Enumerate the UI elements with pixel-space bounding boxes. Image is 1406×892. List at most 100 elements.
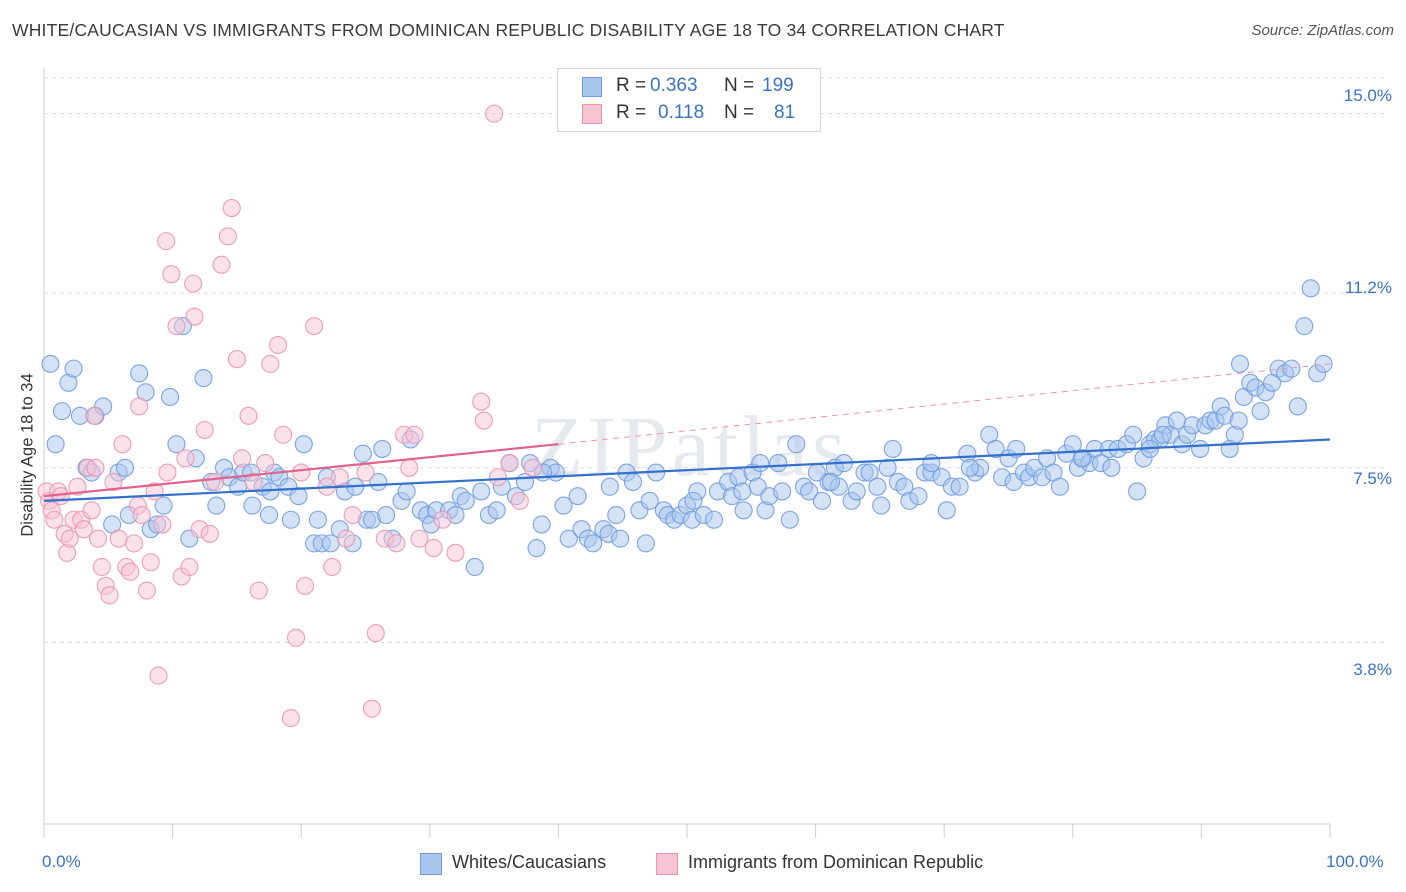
whites-point <box>281 510 300 529</box>
trend-lines <box>43 363 1331 502</box>
dominican-point <box>362 699 381 718</box>
dominican-point <box>274 425 293 444</box>
whites-point <box>733 482 752 501</box>
dominican-point <box>104 472 123 492</box>
dominican-point <box>124 534 144 553</box>
whites-point <box>950 477 969 496</box>
whites-point <box>860 463 879 482</box>
dominican-point <box>82 501 101 520</box>
whites-point <box>1153 425 1172 444</box>
legend-n-value: 199 <box>762 75 794 96</box>
whites-point <box>46 435 65 454</box>
whites-point <box>640 491 659 510</box>
whites-point <box>532 515 551 534</box>
whites-point <box>868 477 887 496</box>
dominican-point <box>387 534 406 553</box>
dominican-point <box>366 624 385 643</box>
whites-point <box>734 501 753 520</box>
whites-point <box>780 510 799 529</box>
whites-point <box>847 482 866 501</box>
dominican-point <box>410 529 429 548</box>
dominican-point <box>232 449 252 468</box>
dominican-point <box>488 468 508 487</box>
series-dominican-points <box>37 104 542 728</box>
whites-point <box>600 477 619 496</box>
legend-swatch-pink <box>582 104 602 124</box>
whites-point <box>289 487 308 506</box>
whites-point <box>1230 354 1250 373</box>
whites-point <box>64 359 83 378</box>
whites-point <box>167 435 186 454</box>
dominican-point <box>100 586 119 605</box>
whites-point <box>937 501 956 520</box>
whites-point <box>397 482 416 501</box>
whites-point <box>769 454 788 473</box>
dominican-point <box>287 628 306 647</box>
whites-point <box>259 505 279 525</box>
chart-title: WHITE/CAUCASIAN VS IMMIGRANTS FROM DOMIN… <box>12 20 1005 40</box>
whites-point <box>1288 397 1307 416</box>
axes <box>43 68 1331 838</box>
whites-point <box>878 458 897 477</box>
dominican-point <box>60 529 79 548</box>
dominican-point <box>446 543 465 562</box>
y-tick-label: 11.2% <box>1345 278 1392 297</box>
y-tick-label: 3.8% <box>1353 660 1392 679</box>
dominican-point <box>149 666 168 685</box>
chart-source: Source: ZipAtlas.com <box>1251 22 1394 39</box>
dominican-point <box>92 557 111 577</box>
whites-point <box>369 472 388 492</box>
whites-point <box>1167 411 1187 430</box>
whites-point <box>465 557 484 577</box>
whites-point <box>559 529 578 548</box>
legend-r-label: R = <box>616 102 647 123</box>
whites-point <box>52 402 72 421</box>
whites-point <box>115 458 135 477</box>
dominican-point <box>85 406 104 425</box>
dominican-point <box>500 454 519 473</box>
whites-point <box>883 439 902 458</box>
dominican-point <box>153 515 172 534</box>
legend-swatch-blue <box>582 77 602 97</box>
dominican-point <box>113 435 132 454</box>
dominican-point <box>405 425 424 444</box>
dominican-point <box>343 505 362 525</box>
dominican-point <box>485 104 504 123</box>
dominican-point <box>180 557 199 577</box>
whites-point <box>704 510 724 529</box>
dominican-point <box>330 468 349 487</box>
whites-point <box>800 482 819 501</box>
dominican-point <box>141 553 160 572</box>
whites-point <box>1251 402 1270 421</box>
correlation-legend: R = 0.363 N = 199 R = 0.118 N = 81 <box>557 68 821 132</box>
whites-point <box>1191 439 1210 458</box>
dominican-point <box>74 520 93 539</box>
whites-point <box>308 510 327 529</box>
dominican-point <box>68 477 87 496</box>
whites-point <box>909 487 928 506</box>
dominican-point <box>130 397 149 416</box>
dominican-point <box>239 406 258 425</box>
dominican-point <box>249 581 268 600</box>
dominican-point <box>185 307 204 326</box>
dominican-point <box>205 472 225 492</box>
whites-point <box>487 501 506 520</box>
dominican-trend-extension <box>558 363 1331 445</box>
dominican-point <box>200 524 219 543</box>
whites-point <box>456 491 475 510</box>
whites-point <box>872 496 891 515</box>
dominican-point <box>222 199 241 218</box>
whites-point <box>1124 425 1143 444</box>
dominican-point <box>305 317 324 336</box>
legend-label: Whites/Caucasians <box>452 852 607 872</box>
dominican-point <box>296 576 315 595</box>
dominican-point <box>218 227 237 246</box>
x-tick-label: 0.0% <box>42 852 81 871</box>
legend-label: Immigrants from Dominican Republic <box>688 852 984 872</box>
whites-point <box>584 534 603 553</box>
whites-point <box>194 369 213 388</box>
dominican-point <box>88 529 108 548</box>
whites-point <box>607 505 626 525</box>
whites-point <box>377 505 396 525</box>
whites-point <box>160 387 180 407</box>
